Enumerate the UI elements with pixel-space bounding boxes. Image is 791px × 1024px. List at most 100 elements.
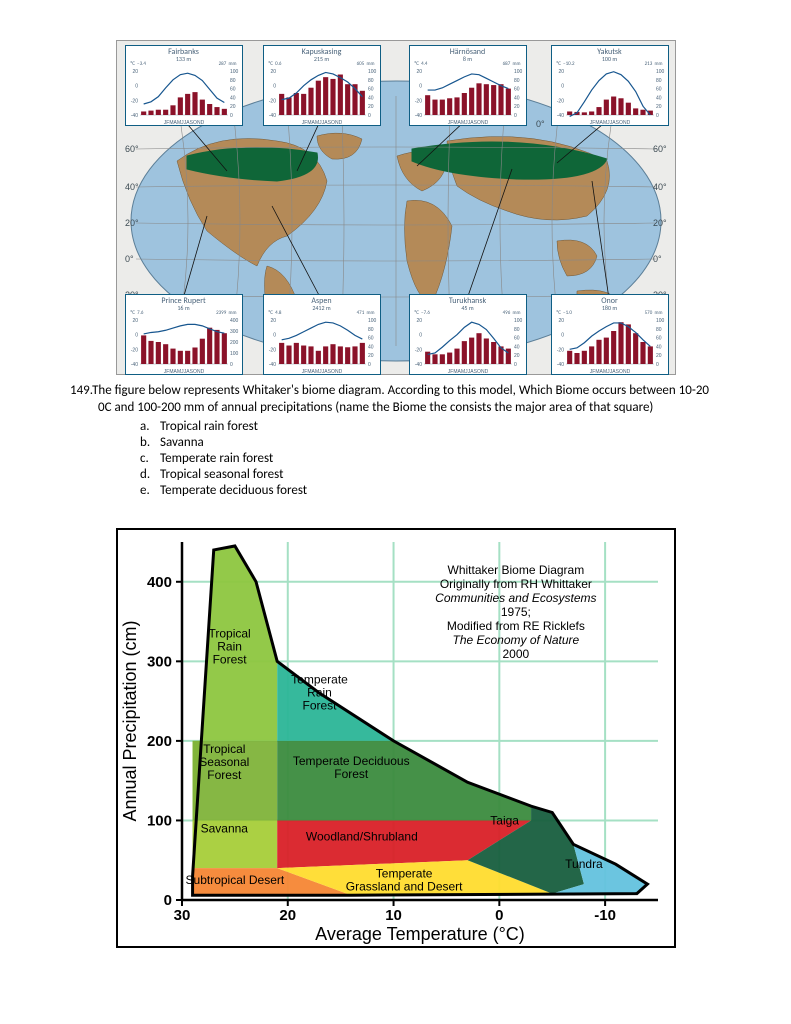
svg-text:0: 0: [368, 362, 371, 368]
svg-text:20: 20: [368, 104, 374, 110]
svg-text:20: 20: [230, 104, 236, 110]
svg-text:10: 10: [385, 907, 402, 924]
svg-text:-20: -20: [556, 347, 563, 353]
svg-text:40°: 40°: [653, 182, 667, 192]
climograph-chart: 200-20-404003002001000JFMAMJJASOND: [126, 312, 242, 374]
svg-text:100: 100: [368, 69, 377, 75]
svg-text:60: 60: [368, 87, 374, 93]
svg-text:100: 100: [514, 69, 523, 75]
climograph-yakutsk: Yakutsk100 m°C −10.2213 mm200-20-4010080…: [551, 45, 669, 126]
right-unit: 2399 mm: [216, 310, 236, 316]
svg-text:40°: 40°: [125, 182, 139, 192]
svg-text:0: 0: [273, 333, 276, 339]
climograph-chart: 200-20-40100806040200JFMAMJJASOND: [410, 312, 526, 374]
svg-text:JFMAMJJASOND: JFMAMJJASOND: [447, 120, 488, 125]
svg-text:20: 20: [270, 69, 276, 75]
svg-text:0°: 0°: [125, 254, 134, 264]
svg-text:0: 0: [514, 113, 517, 119]
svg-text:400: 400: [230, 318, 239, 324]
svg-text:20: 20: [558, 318, 564, 324]
svg-text:0°: 0°: [653, 254, 662, 264]
svg-text:0°: 0°: [536, 119, 545, 129]
svg-text:400: 400: [146, 574, 171, 591]
option-letter: a.: [140, 419, 160, 434]
svg-text:40: 40: [368, 95, 374, 101]
climograph-härnösand: Härnösand8 m°C 4.4687 mm200-20-401008060…: [409, 45, 527, 126]
svg-text:60: 60: [368, 336, 374, 342]
climograph-chart: 200-20-40100806040200JFMAMJJASOND: [552, 312, 668, 374]
left-unit: °C 0.6: [269, 61, 282, 67]
svg-text:40: 40: [230, 95, 236, 101]
svg-text:20: 20: [416, 69, 422, 75]
option-text: Tropical rain forest: [160, 419, 258, 434]
whittaker-biome-diagram: TropicalRainForestTropicalSeasonalForest…: [116, 528, 676, 948]
svg-text:-20: -20: [268, 347, 275, 353]
svg-text:JFMAMJJASOND: JFMAMJJASOND: [163, 120, 204, 125]
option-letter: c.: [140, 451, 160, 466]
svg-text:-20: -20: [414, 98, 421, 104]
svg-text:100: 100: [368, 318, 377, 324]
climograph-chart: 200-20-40100806040200JFMAMJJASOND: [264, 63, 380, 125]
right-unit: 570 mm: [645, 310, 663, 316]
climograph-fairbanks: Fairbanks133 m°C −3.4287 mm200-20-401008…: [125, 45, 243, 126]
svg-text:100: 100: [230, 69, 239, 75]
svg-text:60: 60: [656, 336, 662, 342]
svg-text:-20: -20: [268, 98, 275, 104]
svg-text:60: 60: [230, 87, 236, 93]
svg-text:0: 0: [273, 84, 276, 90]
svg-text:0: 0: [514, 362, 517, 368]
option-b: b.Savanna: [140, 435, 721, 450]
left-unit: °C −3.4: [131, 61, 146, 67]
svg-text:0: 0: [419, 84, 422, 90]
right-unit: 471 mm: [357, 310, 375, 316]
biome-label-subtropical-desert: Subtropical Desert: [185, 873, 284, 887]
climograph-chart: 200-20-40100806040200JFMAMJJASOND: [264, 312, 380, 374]
svg-text:60°: 60°: [125, 144, 139, 154]
svg-text:-40: -40: [414, 362, 421, 368]
svg-text:-20: -20: [414, 347, 421, 353]
svg-text:-40: -40: [556, 362, 563, 368]
climograph-chart: 200-20-40100806040200JFMAMJJASOND: [126, 63, 242, 125]
option-e: e.Temperate deciduous forest: [140, 483, 721, 498]
svg-text:JFMAMJJASOND: JFMAMJJASOND: [301, 369, 342, 374]
option-d: d.Tropical seasonal forest: [140, 467, 721, 482]
svg-text:-20: -20: [130, 98, 137, 104]
option-text: Temperate rain forest: [160, 451, 273, 466]
option-c: c.Temperate rain forest: [140, 451, 721, 466]
right-unit: 687 mm: [503, 61, 521, 67]
svg-text:JFMAMJJASOND: JFMAMJJASOND: [589, 369, 630, 374]
svg-text:-20: -20: [130, 347, 137, 353]
svg-text:20: 20: [656, 104, 662, 110]
svg-text:40: 40: [368, 344, 374, 350]
svg-text:-40: -40: [268, 362, 275, 368]
svg-text:60: 60: [656, 87, 662, 93]
svg-text:80: 80: [514, 78, 520, 84]
svg-text:40: 40: [514, 344, 520, 350]
left-unit: °C −1.0: [557, 310, 572, 316]
svg-text:-40: -40: [130, 113, 137, 119]
option-text: Savanna: [160, 435, 204, 450]
right-unit: 213 mm: [645, 61, 663, 67]
svg-text:300: 300: [146, 653, 171, 670]
svg-text:20: 20: [270, 318, 276, 324]
option-letter: e.: [140, 483, 160, 498]
answer-options: a.Tropical rain forestb.Savannac.Tempera…: [70, 419, 721, 498]
svg-text:300: 300: [230, 329, 239, 335]
svg-text:-40: -40: [130, 362, 137, 368]
biome-label-taiga: Taiga: [490, 813, 519, 827]
svg-text:20: 20: [368, 353, 374, 359]
svg-text:100: 100: [656, 69, 665, 75]
svg-text:0: 0: [230, 113, 233, 119]
svg-text:-40: -40: [414, 113, 421, 119]
climograph-onor: Onor180 m°C −1.0570 mm200-20-40100806040…: [551, 294, 669, 375]
svg-text:0: 0: [419, 333, 422, 339]
svg-text:JFMAMJJASOND: JFMAMJJASOND: [447, 369, 488, 374]
left-unit: °C 4.4: [415, 61, 428, 67]
option-letter: d.: [140, 467, 160, 482]
svg-text:0: 0: [368, 113, 371, 119]
right-unit: 496 mm: [503, 310, 521, 316]
svg-text:80: 80: [368, 78, 374, 84]
right-unit: 287 mm: [219, 61, 237, 67]
climograph-chart: 200-20-40100806040200JFMAMJJASOND: [552, 63, 668, 125]
whittaker-chart: TropicalRainForestTropicalSeasonalForest…: [118, 530, 674, 946]
